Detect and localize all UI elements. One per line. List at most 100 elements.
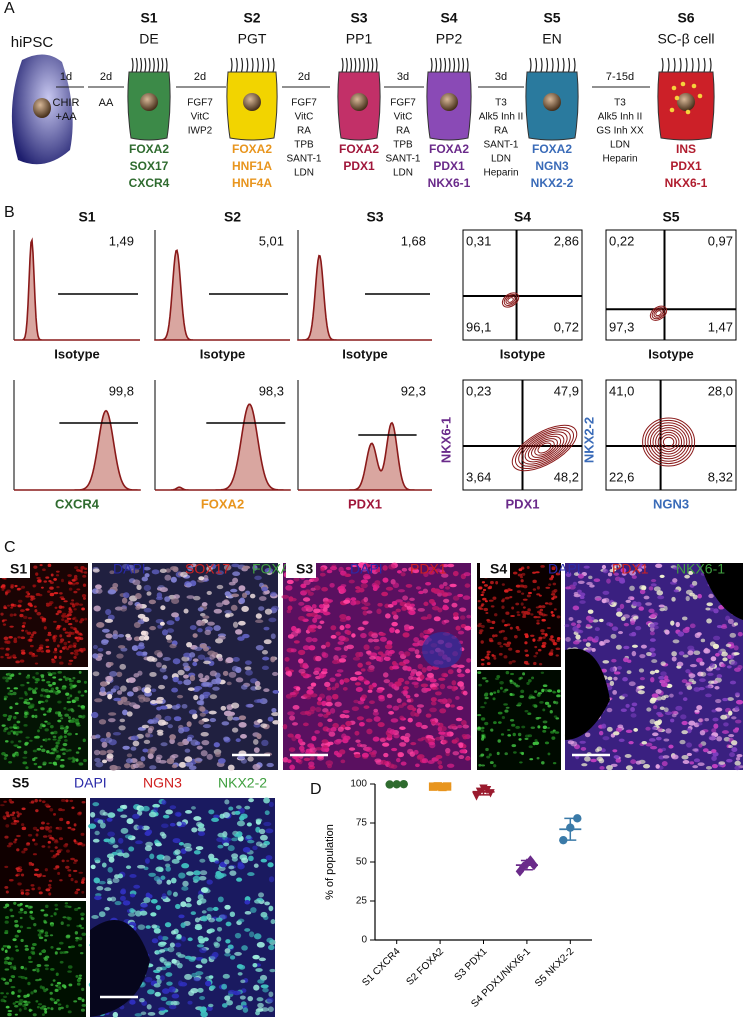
cell-nucleus xyxy=(281,594,290,599)
cell-nucleus xyxy=(95,588,103,594)
cell-nucleus xyxy=(258,828,266,835)
cell-nucleus xyxy=(129,702,137,707)
cell-nucleus xyxy=(402,595,409,601)
cell-nucleus xyxy=(192,595,201,601)
cell-nucleus xyxy=(483,701,487,705)
cell-nucleus xyxy=(112,732,122,736)
cell-nucleus xyxy=(373,645,381,650)
cell-nucleus xyxy=(29,636,34,639)
cell-nucleus xyxy=(144,976,153,983)
cell-nucleus xyxy=(120,606,128,612)
cell-nucleus xyxy=(36,576,41,580)
cell-nucleus xyxy=(34,798,38,803)
cell-nucleus xyxy=(68,610,73,614)
factor: RA xyxy=(396,126,410,137)
cilium xyxy=(466,57,469,73)
cell-nucleus xyxy=(372,711,379,716)
cell-nucleus xyxy=(620,616,626,622)
cell-nucleus xyxy=(119,663,127,670)
cell-nucleus xyxy=(697,762,705,766)
cell-nucleus xyxy=(52,979,56,982)
cell-nucleus xyxy=(506,641,512,645)
cell-nucleus xyxy=(489,626,495,630)
cell-nucleus xyxy=(46,694,51,699)
cell-nucleus xyxy=(98,880,106,885)
cell-nucleus xyxy=(169,643,177,649)
cell-nucleus xyxy=(536,757,540,760)
cell-nucleus xyxy=(493,691,497,694)
cell-nucleus xyxy=(617,724,624,729)
cell-nucleus xyxy=(648,738,656,742)
cell-nucleus xyxy=(70,877,74,882)
error-bar xyxy=(477,787,490,796)
cell-nucleus xyxy=(287,605,293,611)
cell-nucleus xyxy=(284,657,290,662)
cell-nucleus xyxy=(193,870,201,876)
cell-nucleus xyxy=(109,671,118,677)
cell-nucleus xyxy=(76,638,80,642)
cell-nucleus xyxy=(144,573,150,578)
cell-nucleus xyxy=(36,611,42,616)
cell-nucleus xyxy=(198,719,205,725)
cell-nucleus xyxy=(167,724,173,729)
cell-nucleus xyxy=(122,852,130,858)
cell-nucleus xyxy=(82,574,87,578)
cell-nucleus xyxy=(74,566,79,570)
cell-nucleus xyxy=(358,587,365,593)
cell-nucleus xyxy=(675,705,683,711)
cell-nucleus xyxy=(305,636,313,643)
cell-nucleus xyxy=(411,568,420,574)
cilium xyxy=(461,57,465,73)
nucleus xyxy=(140,93,158,111)
cell-nucleus xyxy=(544,701,550,705)
cell-nucleus xyxy=(313,670,320,676)
cell-nucleus xyxy=(32,826,38,831)
cell-nucleus xyxy=(13,901,17,905)
cell-nucleus xyxy=(271,707,277,713)
cell-nucleus xyxy=(47,671,52,674)
cell-nucleus xyxy=(101,639,109,644)
cell-nucleus xyxy=(314,730,320,734)
cell-nucleus xyxy=(670,718,675,723)
cell-nucleus xyxy=(265,828,274,834)
cell-nucleus xyxy=(114,765,122,770)
cell-nucleus xyxy=(423,601,429,607)
cell-nucleus xyxy=(542,725,548,730)
panel-label: C xyxy=(4,539,16,556)
cell-nucleus xyxy=(384,657,391,662)
cell-nucleus xyxy=(46,822,50,825)
cell-nucleus xyxy=(615,611,623,617)
cell-nucleus xyxy=(209,985,216,990)
cell-nucleus xyxy=(495,581,499,585)
cell-nucleus xyxy=(639,584,647,590)
contour xyxy=(521,431,568,465)
cell-nucleus xyxy=(362,563,371,568)
cell-nucleus xyxy=(382,742,390,747)
cell-nucleus xyxy=(40,707,45,711)
cell-nucleus xyxy=(530,634,535,637)
cell-nucleus xyxy=(79,632,83,636)
cell-nucleus xyxy=(10,730,14,733)
cell-nucleus xyxy=(217,657,224,662)
cell-nucleus xyxy=(501,583,505,586)
cell-nucleus xyxy=(629,585,635,591)
cell-nucleus xyxy=(235,1005,244,1011)
cell-nucleus xyxy=(84,617,88,621)
cell-nucleus xyxy=(359,744,367,748)
cell-nucleus xyxy=(363,596,369,603)
cell-nucleus xyxy=(565,571,572,578)
cell-nucleus xyxy=(344,573,352,577)
cell-nucleus xyxy=(57,1003,62,1006)
cell-nucleus xyxy=(356,716,364,721)
cell-nucleus xyxy=(124,834,133,839)
cell-nucleus xyxy=(493,721,497,725)
cell-nucleus xyxy=(452,595,460,601)
cell-nucleus xyxy=(33,922,37,927)
cell-nucleus xyxy=(158,867,164,872)
cell-nucleus xyxy=(199,706,206,712)
cell-nucleus xyxy=(73,839,77,843)
cell-nucleus xyxy=(59,879,63,882)
cell-nucleus xyxy=(232,716,241,721)
cell-nucleus xyxy=(303,605,312,609)
stage-id: S6 xyxy=(677,10,694,26)
